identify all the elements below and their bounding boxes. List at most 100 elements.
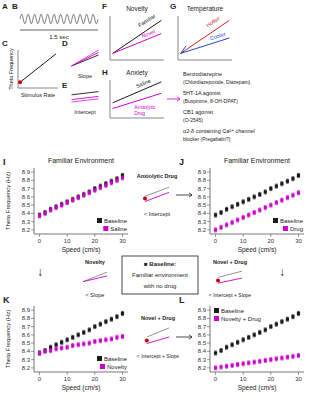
schematic-dot xyxy=(18,80,22,84)
annotation: 5HT-1A agonist xyxy=(183,90,221,96)
y-tick xyxy=(207,172,210,173)
error-bar xyxy=(297,173,300,177)
y-tick xyxy=(207,343,210,344)
y-tick-label: 8.2 xyxy=(198,227,207,233)
annotation: D xyxy=(62,39,68,48)
legend-swatch xyxy=(97,356,102,361)
marker xyxy=(269,204,272,207)
annotation: Stimulus Rate xyxy=(21,92,55,98)
annotation: < Intercept + Slope xyxy=(209,292,251,298)
marker xyxy=(55,343,58,346)
error-bar xyxy=(264,190,267,194)
legend: BaselineNovelty xyxy=(97,356,128,370)
error-bar xyxy=(247,361,250,365)
marker xyxy=(88,191,91,194)
y-tick xyxy=(207,221,210,222)
x-tick xyxy=(94,372,95,375)
annotation: CB1 agonist xyxy=(183,109,213,115)
schematics: AB1.5 secCStimulus RateTheta FrequencyDS… xyxy=(2,2,285,359)
plot-area xyxy=(38,311,124,355)
marker xyxy=(291,177,294,180)
marker xyxy=(38,351,41,354)
x-tick-label: 10 xyxy=(240,376,247,382)
marker xyxy=(66,201,69,204)
error-bar xyxy=(231,343,234,347)
panel: 8.28.38.48.58.68.78.88.90102030Speed (cm… xyxy=(3,295,128,392)
annotation: Anxiolytic Drug xyxy=(137,173,178,179)
marker xyxy=(275,201,278,204)
schematic-line xyxy=(218,271,242,277)
marker xyxy=(115,336,118,339)
annotation: Familiar environment xyxy=(132,272,188,278)
schematic-line xyxy=(72,50,99,66)
marker xyxy=(110,181,113,184)
annotation: Novel + Drug xyxy=(141,315,175,321)
marker xyxy=(253,361,256,364)
x-tick-label: 20 xyxy=(91,238,98,244)
error-bar xyxy=(242,362,245,366)
error-bar xyxy=(82,193,85,197)
error-bar xyxy=(280,198,283,202)
marker xyxy=(115,315,118,318)
annotation: AnxiolyticDrug xyxy=(134,104,156,116)
error-bar xyxy=(104,338,107,342)
legend-label: Novelty + Drug xyxy=(221,316,261,322)
error-bar xyxy=(247,213,250,217)
marker xyxy=(286,356,289,359)
error-bar xyxy=(269,325,272,329)
error-bar xyxy=(44,211,47,215)
y-tick-label: 8.7 xyxy=(22,186,31,192)
x-tick-label: 10 xyxy=(240,238,247,244)
schematic-axes xyxy=(18,50,58,88)
marker xyxy=(280,182,283,185)
error-bar xyxy=(82,192,85,196)
x-tick-label: 10 xyxy=(64,238,71,244)
error-bar xyxy=(115,335,118,339)
legend-swatch xyxy=(103,226,108,231)
marker xyxy=(38,214,41,217)
marker xyxy=(93,340,96,343)
error-bar xyxy=(236,363,239,367)
error-bar xyxy=(258,359,261,363)
error-bar xyxy=(225,364,228,368)
error-bar xyxy=(49,208,52,212)
annotation: Benzodiazepine xyxy=(183,71,222,77)
error-bar xyxy=(291,315,294,319)
annotation: Intercept xyxy=(74,109,96,115)
annotation: (O-2545) xyxy=(183,117,203,123)
marker xyxy=(214,213,217,216)
legend-swatch xyxy=(100,364,105,369)
baseline-box xyxy=(122,256,198,294)
legend-label: Saline xyxy=(110,226,127,232)
annotation: Novel + Drug xyxy=(213,259,247,265)
x-axis-line xyxy=(34,372,128,373)
y-tick xyxy=(31,172,34,173)
figure: 8.28.38.48.58.68.78.88.90102030Speed (cm… xyxy=(0,0,316,400)
schematic-line xyxy=(83,276,107,282)
schematic-dot xyxy=(145,338,149,342)
error-bar xyxy=(88,191,91,195)
annotation: Slope xyxy=(78,73,92,79)
x-tick xyxy=(298,234,299,237)
error-bar xyxy=(77,343,80,347)
annotation: E xyxy=(62,81,68,90)
error-bar xyxy=(44,348,47,352)
marker xyxy=(104,184,107,187)
marker xyxy=(55,206,58,209)
error-bar xyxy=(44,210,47,214)
error-bar xyxy=(258,208,261,212)
schematic-line xyxy=(147,328,169,337)
x-tick xyxy=(67,234,68,237)
marker xyxy=(247,336,250,339)
marker xyxy=(231,364,234,367)
y-tick xyxy=(207,310,210,311)
x-tick-label: 0 xyxy=(214,238,218,244)
y-tick xyxy=(207,318,210,319)
marker xyxy=(291,315,294,318)
marker xyxy=(297,354,300,357)
annotation: with no drug xyxy=(143,283,177,289)
marker xyxy=(219,226,222,229)
x-tick xyxy=(215,234,216,237)
x-tick-label: 30 xyxy=(295,238,302,244)
marker xyxy=(225,208,228,211)
